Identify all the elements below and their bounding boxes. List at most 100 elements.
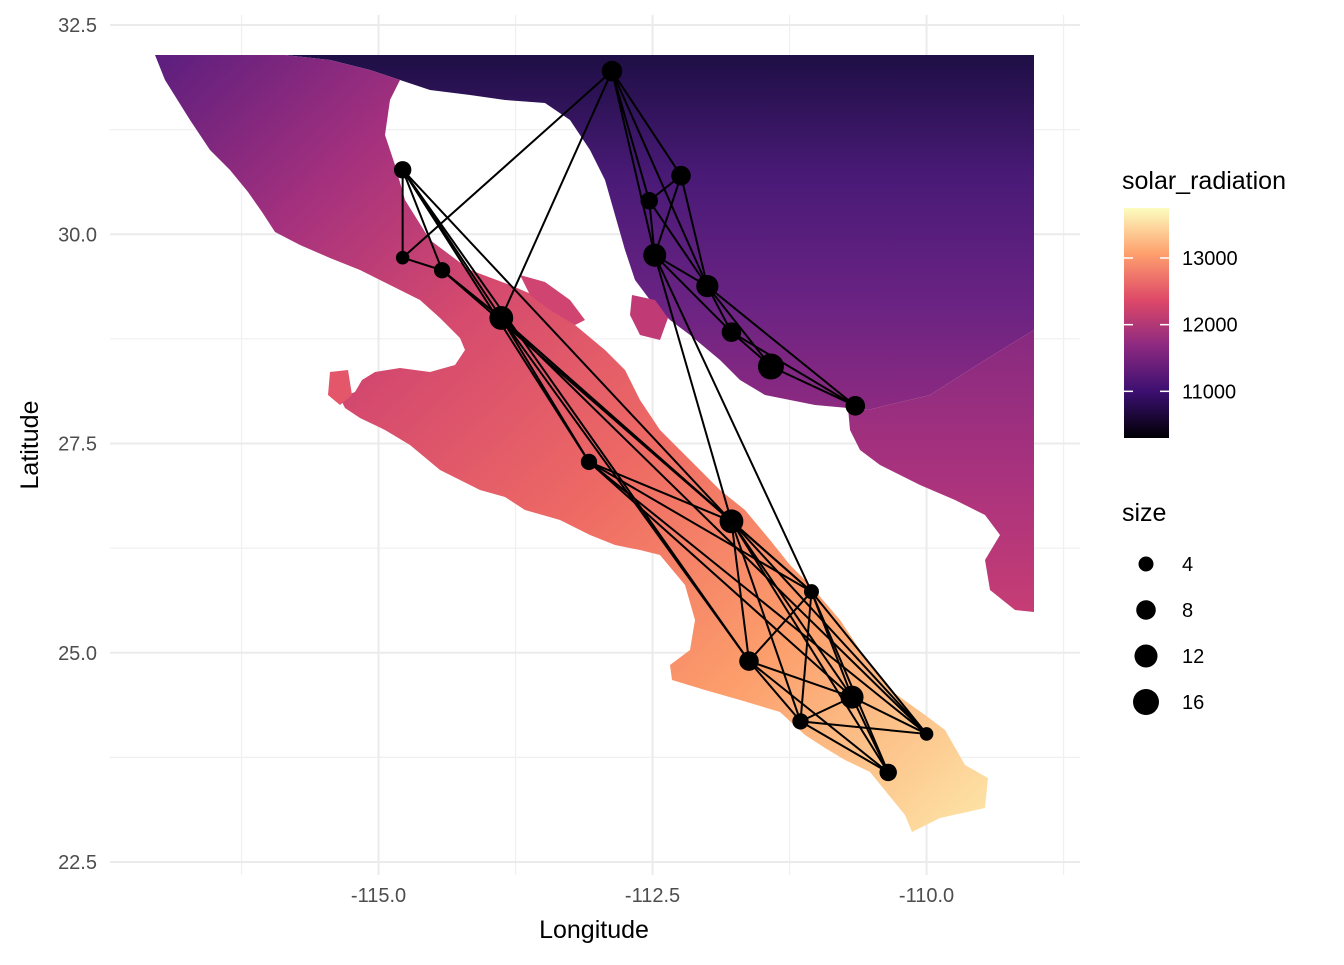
network-node: [489, 306, 514, 330]
network-node: [792, 713, 809, 730]
size-legend-key: [1134, 644, 1158, 668]
network-node: [919, 727, 934, 741]
network-edge: [653, 175, 682, 256]
network-edge: [770, 365, 856, 407]
network-edge: [810, 591, 853, 698]
network-node: [640, 192, 658, 210]
network-edge: [401, 169, 444, 271]
network-node: [845, 396, 866, 416]
axes: -115.0 -112.5 -110.0 22.5 25.0 27.5 30.0 32.5: [58, 15, 954, 907]
network-edge: [401, 169, 750, 662]
network-edge: [748, 660, 853, 699]
size-legend-keys: 4 8 12 16: [1133, 554, 1204, 715]
x-tick-label: -112.5: [625, 885, 680, 907]
network-edge: [588, 460, 732, 523]
legend-area: solar_radiation 11000 12000 13000 size 4 8 1…: [1122, 167, 1286, 715]
network-node: [803, 584, 819, 600]
size-legend-label: 16: [1182, 692, 1204, 714]
network-edge: [730, 521, 750, 662]
network-edge: [748, 660, 889, 774]
mainland-region-south: [848, 330, 1034, 612]
network-edge: [611, 70, 656, 256]
solar-radiation-raster: [155, 55, 1034, 832]
network-edge: [730, 520, 813, 593]
colorbar-tick-label: 12000: [1182, 315, 1238, 337]
network-edge: [611, 70, 682, 177]
network-node: [393, 161, 412, 179]
network-edge: [588, 461, 812, 593]
x-tick-label: -115.0: [351, 885, 406, 907]
network-edge: [648, 200, 709, 287]
colorbar-tick-label: 11000: [1182, 381, 1236, 403]
fill-legend-title: solar_radiation: [1122, 167, 1286, 195]
network-edge: [730, 520, 890, 773]
y-tick-label: 27.5: [58, 434, 97, 456]
network-edge: [611, 70, 651, 202]
network-edge: [706, 285, 856, 407]
size-legend-key: [1136, 600, 1156, 620]
island-small-west: [328, 370, 352, 405]
network-edge: [588, 461, 853, 698]
size-legend-key: [1138, 556, 1154, 572]
mainland-region-north: [285, 55, 1034, 410]
network-edge: [653, 254, 733, 522]
network-node: [739, 651, 759, 671]
y-tick-label: 30.0: [58, 224, 97, 246]
network-edge: [748, 660, 802, 723]
network-edge: [748, 590, 813, 662]
network-node: [879, 763, 897, 782]
colorbar-ticks: 11000 12000 13000: [1124, 248, 1238, 403]
network-edge: [810, 591, 890, 773]
network-node: [671, 165, 691, 186]
network-node: [395, 250, 410, 265]
network-node: [643, 243, 667, 267]
network-node: [601, 60, 623, 82]
x-axis-label: Longitude: [539, 916, 649, 944]
size-legend-label: 12: [1182, 646, 1204, 668]
network-edge: [500, 317, 928, 735]
network-edge: [500, 70, 613, 319]
x-tick-label: -110.0: [899, 885, 954, 907]
network-nodes: [393, 60, 934, 782]
network-edge: [500, 317, 590, 463]
size-legend-label: 4: [1182, 554, 1193, 576]
colorbar: [1124, 208, 1169, 438]
island-angel-de-la-guarda: [520, 275, 585, 325]
network-node: [696, 275, 719, 298]
network-edge: [653, 254, 813, 593]
network-edge: [800, 720, 889, 774]
size-legend-key: [1133, 689, 1159, 715]
network-edge: [730, 521, 802, 722]
size-legend-label: 8: [1182, 600, 1193, 622]
network-edge: [730, 520, 928, 735]
network-edge: [810, 591, 928, 735]
y-axis-label: Latitude: [16, 401, 44, 490]
network-node: [719, 509, 744, 534]
network-edge: [611, 70, 709, 287]
network-edge: [730, 520, 853, 698]
network-edge: [654, 254, 733, 333]
colorbar-tick-label: 13000: [1182, 248, 1238, 270]
network-edge: [401, 169, 733, 523]
network-node: [433, 262, 451, 279]
network-edge: [730, 331, 856, 407]
network-node: [721, 322, 742, 342]
network-edge: [799, 591, 813, 722]
network-edge: [500, 317, 750, 662]
network-edge: [851, 696, 927, 735]
network-edge: [401, 70, 613, 259]
network-node: [580, 453, 598, 471]
network-edges: [401, 70, 928, 774]
y-tick-label: 32.5: [58, 15, 97, 37]
network-edge: [680, 175, 709, 287]
network-node: [757, 353, 784, 380]
island-tiburon: [630, 295, 668, 340]
network-edge: [851, 696, 890, 773]
baja-peninsula: [155, 55, 988, 832]
y-tick-label: 22.5: [58, 852, 97, 874]
network-edge: [800, 720, 927, 735]
network-node: [840, 685, 864, 709]
size-legend-title: size: [1122, 499, 1166, 527]
